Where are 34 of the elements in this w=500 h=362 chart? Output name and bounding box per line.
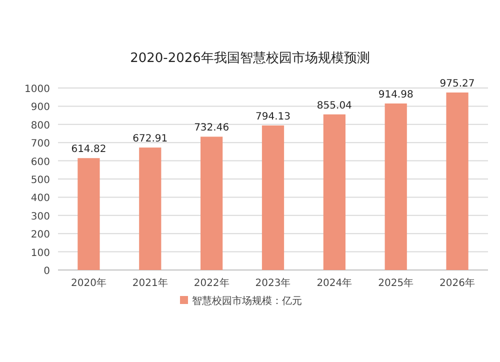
bar <box>323 114 346 270</box>
y-tick-label: 400 <box>30 193 50 204</box>
data-label: 732.46 <box>194 122 230 134</box>
y-tick-label: 900 <box>30 102 50 114</box>
bar <box>139 148 162 270</box>
data-label: 672.91 <box>132 134 168 145</box>
y-tick-label: 300 <box>30 211 50 222</box>
data-label: 794.13 <box>256 111 290 122</box>
bar <box>78 158 100 270</box>
chart-title: 2020-2026年我国智慧校园市场规模预测 <box>130 51 370 66</box>
y-tick-label: 0 <box>44 266 50 277</box>
bar <box>384 103 407 270</box>
data-label: 855.04 <box>316 100 352 112</box>
bar <box>262 125 284 270</box>
x-tick-label: 2026年 <box>440 277 476 289</box>
y-tick-label: 700 <box>30 138 50 150</box>
data-label: 614.82 <box>71 144 106 156</box>
bar <box>200 136 223 270</box>
x-tick-label: 2024年 <box>316 277 352 289</box>
x-tick-label: 2025年 <box>378 277 414 289</box>
data-label: 914.98 <box>378 89 414 100</box>
x-tick-label: 2020年 <box>70 277 106 289</box>
y-tick-label: 800 <box>30 120 50 132</box>
y-tick-label: 600 <box>30 156 50 168</box>
data-label: 975.27 <box>440 78 475 90</box>
legend-label: 智慧校园市场规模：亿元 <box>192 295 302 307</box>
bar <box>446 92 468 270</box>
y-tick-label: 200 <box>30 230 50 241</box>
x-tick-label: 2021年 <box>132 277 168 289</box>
x-tick-label: 2023年 <box>255 277 291 289</box>
y-tick-label: 500 <box>30 175 50 186</box>
y-tick-label: 1000 <box>24 84 50 95</box>
x-tick-label: 2022年 <box>194 277 230 289</box>
y-tick-label: 100 <box>30 248 50 259</box>
